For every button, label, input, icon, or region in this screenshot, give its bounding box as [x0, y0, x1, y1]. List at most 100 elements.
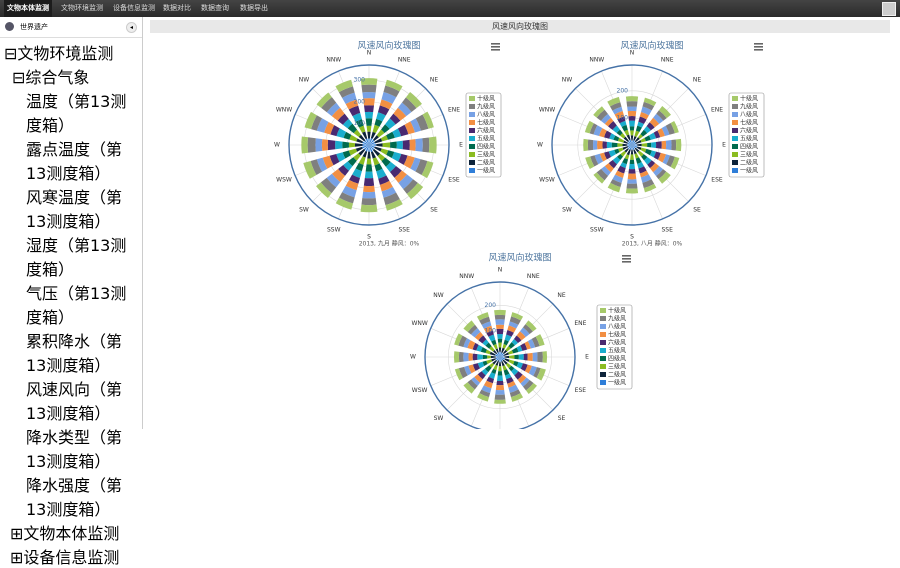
tree-node[interactable]: 风寒温度（第13测度箱） [0, 184, 142, 232]
wind-segment [391, 151, 402, 162]
wind-segment [365, 145, 369, 152]
wind-segment [592, 140, 598, 150]
nav-item[interactable]: 文物本体监测 [4, 0, 52, 17]
wind-segment [458, 351, 464, 363]
node-label[interactable]: 文物环境监测 [17, 44, 114, 63]
node-label[interactable]: 湿度（第13测度箱） [26, 236, 127, 279]
r-tick-label: 100 [354, 120, 366, 127]
chart-menu[interactable] [754, 43, 763, 51]
legend-swatch [469, 128, 475, 133]
wind-segment [634, 137, 640, 143]
tree-node[interactable]: ⊞文物本体监测 [0, 520, 142, 544]
wind-segment [495, 324, 505, 330]
wind-segment [374, 146, 382, 152]
expand-icon[interactable]: ⊟ [4, 44, 18, 63]
wind-segment [503, 339, 509, 346]
wind-segment [495, 319, 505, 325]
node-label[interactable]: 降水类型（第13测度箱） [26, 428, 123, 471]
wind-segment [376, 129, 385, 138]
expand-icon[interactable]: ⊞ [10, 524, 24, 543]
node-label[interactable]: 温度（第13测度箱） [26, 92, 127, 135]
legend-label: 七级风 [477, 119, 495, 127]
node-label[interactable]: 设备信息监测 [23, 548, 120, 567]
wind-segment [514, 371, 523, 380]
direction-label: E [585, 354, 589, 361]
wind-segment [373, 135, 379, 141]
wind-segment [458, 366, 468, 379]
node-label[interactable]: 风速风向（第13测度箱） [26, 380, 123, 423]
tree-node[interactable]: 降水类型（第13测度箱） [0, 424, 142, 472]
legend-label: 二级风 [740, 159, 758, 167]
wind-segment [631, 140, 633, 145]
tree-node[interactable]: 风速风向（第13测度箱） [0, 376, 142, 424]
node-label[interactable]: 露点温度（第13测度箱） [26, 140, 123, 183]
wind-segment [320, 177, 337, 194]
wind-segment [518, 354, 524, 360]
wind-segment [422, 111, 434, 129]
avatar[interactable] [882, 2, 896, 16]
nav-item[interactable]: 文物环境监测 [61, 4, 103, 12]
wind-segment [381, 124, 390, 133]
node-label[interactable]: 文物本体监测 [23, 524, 120, 543]
wind-segment [376, 112, 386, 122]
node-label[interactable]: 风寒温度（第13测度箱） [26, 188, 123, 231]
nav-item[interactable]: 数据查询 [201, 4, 229, 12]
direction-label: WSW [276, 177, 292, 184]
wind-segment [653, 113, 664, 124]
legend-swatch [600, 332, 606, 337]
tree-node[interactable]: 湿度（第13测度箱） [0, 232, 142, 280]
node-label[interactable]: 累积降水（第13测度箱） [26, 332, 123, 375]
nav-item[interactable]: 数据对比 [163, 4, 191, 12]
wind-segment [376, 168, 387, 179]
wind-segment [336, 128, 347, 139]
wind-segment [653, 151, 661, 160]
nav-item[interactable]: 数据导出 [240, 4, 268, 12]
wind-segment [612, 156, 621, 165]
wind-segment [531, 336, 540, 348]
wind-segment [468, 353, 473, 361]
direction-label: SE [430, 207, 438, 214]
wind-segment [369, 145, 373, 153]
tree-node[interactable]: 累积降水（第13测度箱） [0, 328, 142, 376]
expand-icon[interactable]: ⊟ [12, 68, 26, 87]
wind-segment [629, 145, 632, 150]
wind-segment [502, 365, 507, 371]
wind-segment [604, 163, 614, 173]
node-label[interactable]: 综合气象 [25, 68, 90, 87]
wind-segment [327, 139, 336, 151]
wind-segment [500, 356, 505, 358]
tree-node[interactable]: ⊟文物环境监测 [0, 40, 142, 64]
chart-menu[interactable] [622, 255, 631, 263]
wind-segment [658, 171, 671, 184]
node-label[interactable]: 气压（第13测度箱） [26, 284, 127, 327]
wind-segment [630, 135, 634, 141]
tree-node[interactable]: 温度（第13测度箱） [0, 88, 142, 136]
tree-node[interactable]: 降水强度（第13测度箱） [0, 472, 142, 520]
collapse-button[interactable]: ◂ [126, 22, 137, 33]
tree-node[interactable]: 露点温度（第13测度箱） [0, 136, 142, 184]
wind-segment [583, 138, 589, 152]
wind-segment [383, 192, 400, 206]
panel-title: 风速风向玫瑰图 [150, 20, 890, 33]
chart-menu[interactable] [491, 43, 500, 51]
wind-segment [497, 338, 503, 343]
wind-segment [626, 149, 631, 156]
wind-segment [360, 78, 378, 86]
wind-segment [463, 352, 469, 362]
wind-segment [377, 105, 390, 116]
wind-segment [655, 141, 662, 149]
tree-node[interactable]: ⊞设备信息监测 [0, 544, 142, 568]
wind-segment [477, 393, 490, 402]
tree-node[interactable]: ⊟综合气象 [0, 64, 142, 88]
legend-swatch [732, 152, 738, 157]
wind-segment [331, 168, 346, 183]
node-label[interactable]: 降水强度（第13测度箱） [26, 476, 123, 519]
expand-icon[interactable]: ⊞ [10, 548, 24, 567]
wind-segment [606, 141, 612, 149]
nav-item[interactable]: 设备信息监测 [113, 4, 155, 12]
tree-node[interactable]: 气压（第13测度箱） [0, 280, 142, 328]
menu-line [754, 46, 763, 48]
wind-segment [467, 379, 478, 390]
direction-label: SW [299, 207, 309, 214]
wind-segment [643, 156, 652, 165]
